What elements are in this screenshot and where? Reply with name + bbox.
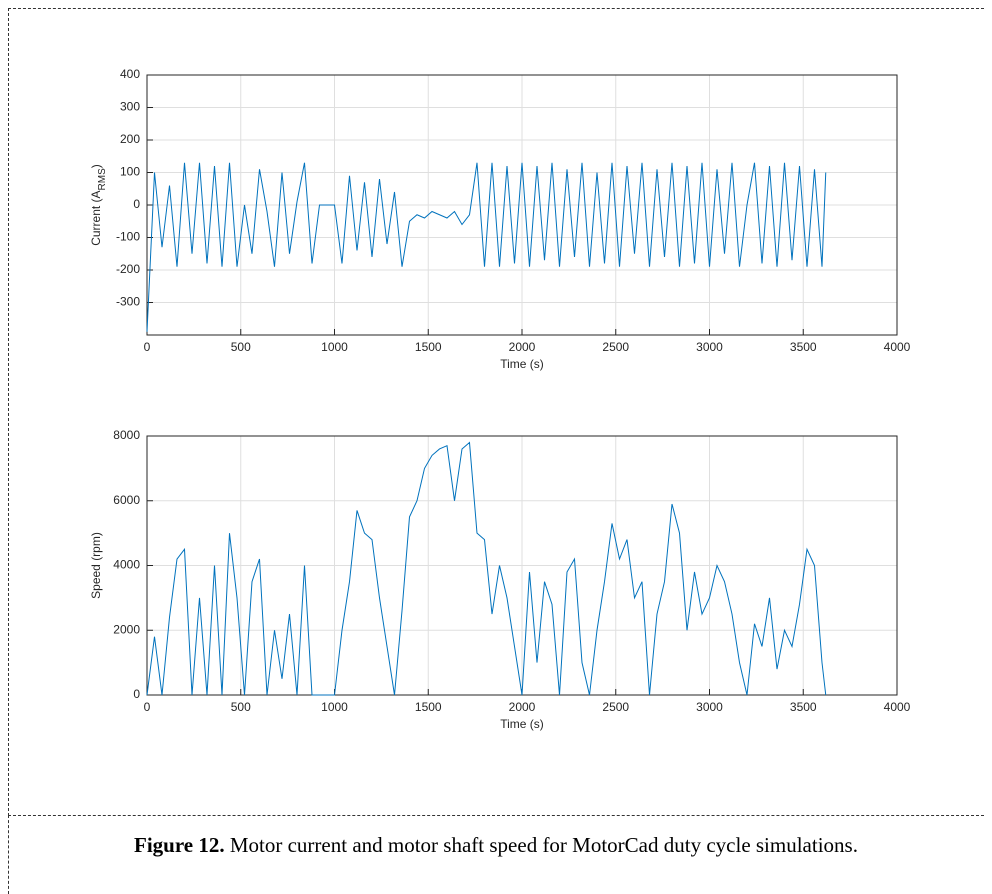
x-axis-label: Time (s) xyxy=(500,717,544,731)
y-tick-label: 4000 xyxy=(113,558,140,572)
charts: 0 500 1000 1500 2000 2500 3000 3500 4000-300-200… xyxy=(89,67,911,731)
x-tick-label: 500 xyxy=(231,700,251,714)
caption-text: Motor current and motor shaft speed for … xyxy=(224,833,858,857)
y-tick-label: 200 xyxy=(120,132,140,146)
y-tick-label: 6000 xyxy=(113,493,140,507)
axes-box xyxy=(146,74,898,336)
data-line xyxy=(146,162,827,332)
figure-frame xyxy=(8,815,10,894)
x-tick-label: 500 xyxy=(231,340,251,354)
data-line xyxy=(146,441,827,696)
y-axis-label: Current (ARMS) xyxy=(89,164,108,246)
caption-label: Figure 12. xyxy=(134,833,225,857)
caption: Figure 12. Motor current and motor shaft… xyxy=(60,832,932,858)
y-tick-label: 2000 xyxy=(113,622,140,636)
x-tick-label: 2000 xyxy=(509,700,536,714)
x-tick-label: 1000 xyxy=(321,700,348,714)
y-axis-label-part: Speed (rpm) xyxy=(89,532,103,599)
y-tick-label: 400 xyxy=(120,67,140,81)
y-tick-label: 8000 xyxy=(113,428,140,442)
y-axis-label-part: ) xyxy=(89,164,103,168)
figure-frame xyxy=(8,8,984,816)
x-tick-label: 1500 xyxy=(415,700,442,714)
x-axis-label: Time (s) xyxy=(500,357,544,371)
y-tick-label: 300 xyxy=(120,100,140,114)
x-tick-label: 4000 xyxy=(884,700,911,714)
x-tick-label: 0 xyxy=(144,700,151,714)
x-tick-label: 3500 xyxy=(790,340,817,354)
y-tick-label: -100 xyxy=(116,230,140,244)
y-tick-label: -200 xyxy=(116,262,140,276)
x-tick-label: 1000 xyxy=(321,340,348,354)
x-tick-label: 3000 xyxy=(696,340,723,354)
x-tick-label: 4000 xyxy=(884,340,911,354)
x-tick-label: 2500 xyxy=(602,700,629,714)
x-tick-label: 0 xyxy=(144,340,151,354)
x-tick-label: 2500 xyxy=(602,340,629,354)
y-tick-label: -300 xyxy=(116,295,140,309)
x-tick-label: 3500 xyxy=(790,700,817,714)
y-tick-label: 0 xyxy=(133,687,140,701)
x-tick-label: 2000 xyxy=(509,340,536,354)
y-tick-label: 100 xyxy=(120,165,140,179)
y-axis-label-part: RMS xyxy=(97,168,108,191)
x-tick-label: 1500 xyxy=(415,340,442,354)
x-tick-label: 3000 xyxy=(696,700,723,714)
y-axis-label: Speed (rpm) xyxy=(89,532,103,599)
y-axis-label-part: Current (A xyxy=(89,190,103,245)
y-tick-label: 0 xyxy=(133,197,140,211)
